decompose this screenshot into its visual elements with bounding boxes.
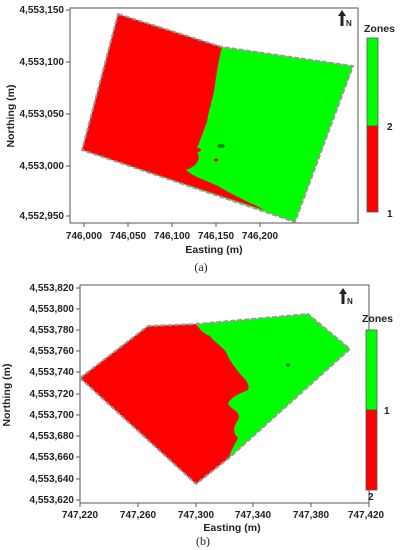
y-axis-title-b: Northing (m) [1, 364, 13, 427]
y-axis-title-a: Northing (m) [5, 85, 17, 148]
x-tick-label: 746,100 [154, 231, 191, 242]
y-tick-label: 4,553,680 [30, 431, 75, 442]
zone-patch-a [217, 144, 225, 148]
north-arrow-icon: N [339, 288, 353, 306]
x-tick-label: 747,380 [293, 510, 330, 521]
y-tick-label: 4,553,740 [30, 367, 75, 378]
legend-swatch-green [366, 37, 379, 127]
y-tick-label: 4,553,720 [30, 389, 75, 400]
legend-b: Zones 1 2 [362, 313, 393, 503]
y-tick-label: 4,553,000 [20, 161, 65, 172]
x-tick-label: 747,300 [178, 510, 215, 521]
zone-patch-a [214, 158, 218, 162]
legend-title-a: Zones [364, 23, 395, 35]
panel-a: 746,000 746,050 746,100 746,150 746,200 … [5, 5, 395, 274]
legend-a: Zones 2 1 [364, 23, 395, 220]
zone-patch-b [286, 363, 290, 367]
panel-caption-b: (b) [196, 534, 210, 548]
x-tick-label: 747,260 [120, 510, 157, 521]
x-axis-title-a: Easting (m) [185, 244, 242, 256]
x-tick-label: 747,420 [348, 510, 385, 521]
field-boundary-b [78, 312, 352, 486]
y-tick-label: 4,553,620 [30, 495, 75, 506]
legend-swatch-red [366, 125, 379, 213]
y-tick-label: 4,553,100 [20, 57, 65, 68]
y-tick-label: 4,553,800 [30, 304, 75, 315]
y-ticks-b: 4,553,820 4,553,800 4,553,780 4,553,760 … [30, 283, 80, 506]
zone-patch-a [195, 148, 201, 152]
y-tick-label: 4,553,780 [30, 325, 75, 336]
y-tick-label: 4,553,760 [30, 346, 75, 357]
legend-label: 1 [384, 406, 390, 417]
panel-caption-a: (a) [194, 260, 207, 274]
y-tick-label: 4,552,950 [20, 211, 65, 222]
legend-title-b: Zones [362, 313, 393, 325]
x-tick-label: 746,050 [110, 231, 147, 242]
y-tick-label: 4,553,640 [30, 474, 75, 485]
north-arrow-icon: N [338, 10, 352, 28]
field-zone-red-a [82, 14, 264, 210]
legend-label: 2 [387, 122, 393, 133]
x-tick-label: 747,220 [62, 510, 99, 521]
y-tick-label: 4,553,050 [20, 109, 65, 120]
north-label-a: N [346, 19, 352, 28]
y-tick-label: 4,553,820 [30, 283, 75, 294]
x-tick-label: 746,000 [66, 231, 103, 242]
field-zone-red-b [80, 324, 249, 484]
x-tick-label: 746,200 [242, 231, 279, 242]
x-tick-label: 747,340 [235, 510, 272, 521]
x-axis-title-b: Easting (m) [203, 522, 260, 534]
legend-swatch-green [365, 329, 378, 411]
y-tick-label: 4,553,150 [20, 5, 65, 16]
field-boundary-a [80, 12, 355, 224]
x-ticks-a: 746,000 746,050 746,100 746,150 746,200 [66, 223, 279, 242]
north-label-b: N [347, 297, 353, 306]
y-tick-label: 4,553,700 [30, 410, 75, 421]
panel-b: 747,220 747,260 747,300 747,340 747,380 … [1, 283, 393, 548]
y-ticks-a: 4,553,150 4,553,100 4,553,050 4,553,000 … [20, 5, 70, 222]
legend-label: 1 [387, 209, 393, 220]
x-ticks-b: 747,220 747,260 747,300 747,340 747,380 … [62, 503, 385, 521]
legend-swatch-red [365, 409, 378, 491]
legend-label: 2 [368, 492, 374, 503]
x-tick-label: 746,150 [198, 231, 235, 242]
y-tick-label: 4,553,660 [30, 452, 75, 463]
